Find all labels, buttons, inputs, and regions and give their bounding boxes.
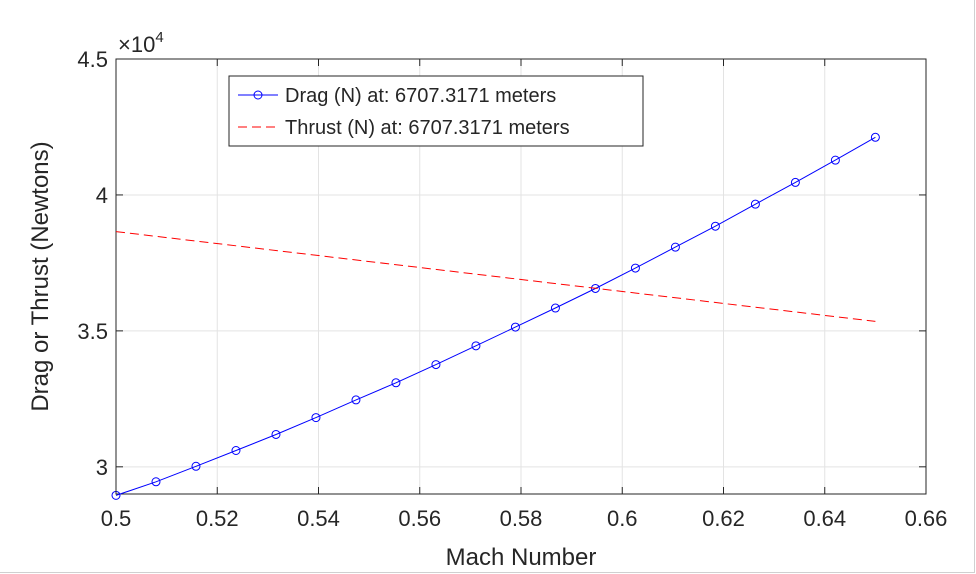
data-point	[311, 413, 321, 423]
data-point	[351, 395, 361, 405]
data-point	[870, 132, 880, 142]
x-tick-label: 0.64	[803, 506, 846, 531]
data-point	[471, 341, 481, 351]
y-axis-exponent-base: ×10	[118, 32, 155, 57]
data-point	[510, 322, 520, 332]
y-axis-exponent-power: 4	[155, 29, 163, 46]
data-point	[630, 263, 640, 273]
data-point	[231, 446, 241, 455]
legend-box	[228, 75, 644, 147]
data-point	[391, 378, 401, 388]
data-point	[271, 429, 281, 439]
x-tick-label: 0.5	[101, 506, 132, 531]
data-point	[710, 221, 720, 231]
legend-label: Thrust (N) at: 6707.3171 meters	[285, 117, 570, 139]
y-tick-label: 3	[96, 455, 108, 480]
x-tick-label: 0.62	[702, 506, 745, 531]
x-tick-label: 0.56	[398, 506, 441, 531]
x-tick-label: 0.66	[905, 506, 948, 531]
x-axis-label: Mach Number	[446, 544, 597, 571]
series-line	[115, 231, 876, 322]
x-tick-label: 0.52	[196, 506, 239, 531]
data-point	[750, 199, 760, 209]
data-point	[670, 242, 680, 252]
legend: Drag (N) at: 6707.3171 meters Thrust (N) …	[228, 75, 644, 147]
x-tick-label: 0.6	[607, 506, 638, 531]
y-axis-exponent: ×104	[118, 29, 164, 57]
data-point	[151, 477, 161, 487]
y-tick-label: 4.5	[77, 47, 108, 72]
x-tick-label: 0.54	[297, 506, 340, 531]
y-tick-label: 4	[96, 183, 108, 208]
ticks: 0.5 0.52 0.54 0.56 0.58 0.6 0.62 0.64 0.66 3 3.5 4 4…	[77, 47, 947, 531]
legend-label: Drag (N) at: 6707.3171 meters	[285, 85, 556, 107]
data-point	[550, 303, 560, 313]
x-tick-label: 0.58	[500, 506, 543, 531]
data-point	[590, 283, 600, 293]
data-point	[191, 461, 201, 471]
series-layer	[111, 132, 880, 500]
y-axis-label: Drag or Thrust (Newtons)	[27, 141, 54, 411]
data-point	[431, 360, 441, 370]
legend-marker	[253, 90, 263, 100]
data-point	[790, 177, 800, 187]
data-point	[830, 155, 840, 165]
series-line	[115, 136, 876, 496]
y-tick-label: 3.5	[77, 319, 108, 344]
